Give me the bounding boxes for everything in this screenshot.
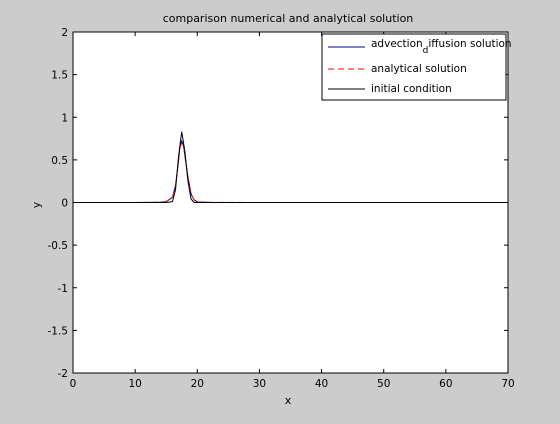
legend: advectiondiffusion solution analytical s… [321, 33, 512, 101]
chart-title: comparison numerical and analytical solu… [163, 12, 414, 25]
y-tick-label: -0.5 [48, 240, 69, 252]
x-tick-label: 60 [439, 378, 452, 390]
legend-label-advection-main: advection [371, 38, 423, 50]
series-line-initial-condition [73, 131, 508, 203]
x-tick-label: 50 [377, 378, 390, 390]
x-tick-label: 70 [501, 378, 514, 390]
x-tick-label: 20 [191, 378, 204, 390]
x-tick-label: 10 [128, 378, 141, 390]
y-tick-label: 0 [61, 198, 68, 210]
x-tick-label: 0 [70, 378, 77, 390]
y-axis-label: y [30, 201, 43, 208]
legend-label-analytical: analytical solution [371, 63, 467, 75]
legend-label-advection-diffusion: advectiondiffusion solution [371, 38, 512, 56]
x-axis-label: x [285, 394, 292, 407]
x-tick-label: 30 [253, 378, 266, 390]
legend-label-advection-rest: iffusion solution [428, 38, 511, 50]
y-tick-label: -2 [58, 368, 68, 380]
y-tick-label: 1.5 [51, 70, 68, 82]
y-tick-label: 0.5 [51, 155, 68, 167]
y-tick-label: -1 [58, 283, 68, 295]
y-tick-label: -1.5 [48, 325, 69, 337]
legend-label-advection-subscript: d [423, 46, 429, 56]
legend-label-initial-condition: initial condition [371, 83, 452, 95]
series-layer [73, 131, 508, 203]
y-axis-ticks: -2 -1.5 -1 -0.5 0 0.5 1 1.5 2 [48, 27, 508, 380]
y-tick-label: 1 [61, 112, 68, 124]
x-tick-label: 40 [315, 378, 328, 390]
y-tick-label: 2 [61, 27, 68, 39]
